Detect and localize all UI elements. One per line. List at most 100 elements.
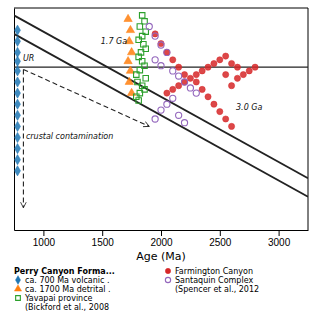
point bbox=[170, 95, 176, 101]
point bbox=[252, 64, 258, 70]
point bbox=[126, 25, 134, 32]
x-tick-mark bbox=[43, 230, 44, 236]
point bbox=[205, 64, 211, 70]
point bbox=[164, 101, 170, 107]
legend-symbol bbox=[15, 276, 20, 285]
point bbox=[181, 79, 187, 85]
point bbox=[240, 72, 246, 78]
point bbox=[15, 77, 21, 87]
x-tick-label: 2500 bbox=[209, 237, 232, 248]
point bbox=[15, 110, 21, 120]
point bbox=[199, 68, 205, 74]
point bbox=[223, 53, 229, 59]
point bbox=[158, 63, 164, 69]
point bbox=[211, 60, 217, 66]
point bbox=[137, 90, 142, 95]
x-tick: 2500 bbox=[209, 230, 232, 248]
point bbox=[217, 109, 223, 115]
point bbox=[152, 33, 158, 39]
point bbox=[158, 42, 164, 48]
point bbox=[228, 83, 234, 89]
point bbox=[164, 90, 170, 96]
x-tick-mark bbox=[220, 230, 221, 236]
annotation: crustal contamination bbox=[26, 132, 113, 141]
x-tick-mark bbox=[279, 230, 280, 236]
point bbox=[181, 72, 187, 78]
point bbox=[134, 72, 139, 77]
point bbox=[143, 76, 148, 81]
series bbox=[124, 14, 136, 95]
point bbox=[170, 57, 176, 63]
x-tick-mark bbox=[102, 230, 103, 236]
legend-entry: Farmington Canyon bbox=[175, 267, 253, 276]
marks bbox=[14, 13, 308, 208]
point bbox=[211, 101, 217, 107]
point bbox=[170, 68, 176, 74]
x-tick: 2000 bbox=[150, 230, 173, 248]
legend-entry: Yavapai province(Bickford et al., 2008 bbox=[24, 294, 109, 312]
legend-symbol bbox=[165, 268, 170, 273]
x-tick: 3000 bbox=[268, 230, 291, 248]
point bbox=[15, 25, 21, 35]
point bbox=[193, 79, 199, 85]
legend-symbol bbox=[165, 277, 170, 282]
point bbox=[152, 57, 158, 63]
plot: 100015002000250030001.7 Ga3.0 GaURcrusta… bbox=[14, 8, 309, 248]
point bbox=[127, 48, 135, 55]
legend: Perry Canyon Forma...ca. 700 Ma volcanic… bbox=[14, 267, 259, 312]
point bbox=[187, 75, 193, 81]
point bbox=[234, 75, 240, 81]
legend-entry: ca. 700 Ma volcanic . bbox=[25, 276, 109, 285]
point bbox=[124, 14, 132, 21]
point bbox=[15, 99, 21, 109]
point bbox=[228, 60, 234, 66]
x-tick-label: 3000 bbox=[268, 237, 291, 248]
x-tick-mark bbox=[161, 230, 162, 236]
point bbox=[217, 57, 223, 63]
point bbox=[15, 155, 21, 165]
series bbox=[146, 23, 199, 125]
reference-line bbox=[14, 34, 308, 197]
point bbox=[228, 123, 234, 129]
point bbox=[199, 86, 205, 92]
point bbox=[193, 90, 199, 96]
annotation: UR bbox=[23, 54, 34, 63]
annotation: 3.0 Ga bbox=[236, 103, 262, 112]
series bbox=[15, 25, 21, 176]
x-axis-title: Age (Ma) bbox=[136, 250, 186, 263]
point bbox=[15, 166, 21, 176]
point bbox=[15, 88, 21, 98]
legend-title: Perry Canyon Forma... bbox=[14, 267, 115, 276]
point bbox=[125, 77, 133, 84]
annotation: 1.7 Ga bbox=[101, 37, 127, 46]
annotations: 1.7 Ga 3.0 Ga UR crustal contamination bbox=[23, 37, 263, 141]
point bbox=[164, 49, 170, 55]
reference-line bbox=[14, 15, 308, 178]
point bbox=[139, 13, 144, 18]
point bbox=[15, 56, 21, 66]
point bbox=[15, 121, 21, 131]
series bbox=[152, 31, 258, 130]
point bbox=[187, 85, 193, 91]
point bbox=[181, 120, 187, 126]
point bbox=[164, 49, 170, 55]
point bbox=[170, 86, 176, 92]
point bbox=[223, 72, 229, 78]
point bbox=[223, 116, 229, 122]
legend-entry: ca. 1700 Ma detrital . bbox=[25, 285, 111, 294]
point bbox=[152, 116, 158, 122]
point bbox=[139, 33, 144, 38]
point bbox=[136, 98, 141, 103]
point bbox=[158, 107, 164, 113]
horizontal-line bbox=[14, 67, 308, 68]
x-axis: 10001500200025003000 bbox=[15, 230, 309, 248]
point bbox=[15, 144, 21, 154]
arrow bbox=[23, 69, 24, 207]
point bbox=[158, 40, 164, 46]
point bbox=[176, 83, 182, 89]
point bbox=[146, 23, 152, 29]
point bbox=[176, 73, 182, 79]
plot-frame bbox=[14, 8, 308, 230]
arrow bbox=[23, 69, 149, 126]
point bbox=[181, 79, 187, 85]
